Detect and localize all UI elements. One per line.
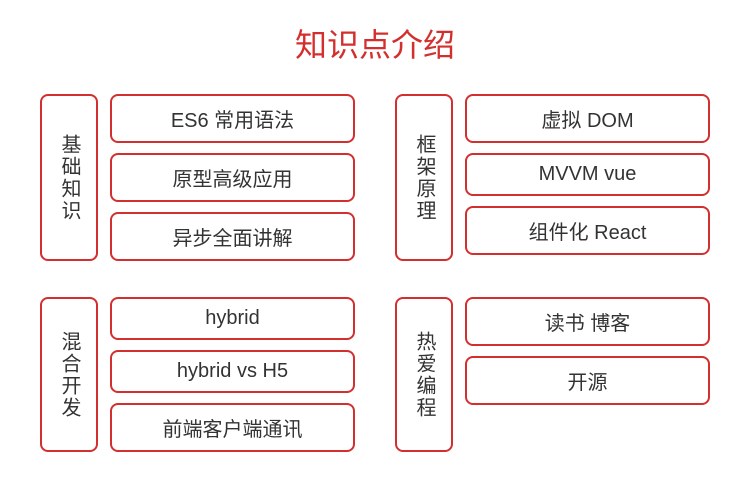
sections-grid: 基础知识 ES6 常用语法 原型高级应用 异步全面讲解 框架原理 虚拟 DOM …	[40, 94, 710, 452]
item-hybrid-vs-h5: hybrid vs H5	[110, 350, 355, 393]
category-label-basics: 基础知识	[40, 94, 98, 261]
item-async: 异步全面讲解	[110, 212, 355, 261]
item-react: 组件化 React	[465, 206, 710, 255]
page-title: 知识点介绍	[40, 20, 710, 66]
section-hybrid: 混合开发 hybrid hybrid vs H5 前端客户端通讯	[40, 297, 355, 452]
item-read-blog: 读书 博客	[465, 297, 710, 346]
item-mvvm: MVVM vue	[465, 153, 710, 196]
item-opensource: 开源	[465, 356, 710, 405]
items-hybrid: hybrid hybrid vs H5 前端客户端通讯	[110, 297, 355, 452]
category-label-hybrid: 混合开发	[40, 297, 98, 452]
category-label-framework: 框架原理	[395, 94, 453, 261]
section-basics: 基础知识 ES6 常用语法 原型高级应用 异步全面讲解	[40, 94, 355, 261]
section-passion: 热爱编程 读书 博客 开源	[395, 297, 710, 452]
item-vdom: 虚拟 DOM	[465, 94, 710, 143]
items-passion: 读书 博客 开源	[465, 297, 710, 452]
items-framework: 虚拟 DOM MVVM vue 组件化 React	[465, 94, 710, 261]
category-label-passion: 热爱编程	[395, 297, 453, 452]
section-framework: 框架原理 虚拟 DOM MVVM vue 组件化 React	[395, 94, 710, 261]
items-basics: ES6 常用语法 原型高级应用 异步全面讲解	[110, 94, 355, 261]
item-client-comm: 前端客户端通讯	[110, 403, 355, 452]
item-prototype: 原型高级应用	[110, 153, 355, 202]
item-es6: ES6 常用语法	[110, 94, 355, 143]
item-hybrid: hybrid	[110, 297, 355, 340]
